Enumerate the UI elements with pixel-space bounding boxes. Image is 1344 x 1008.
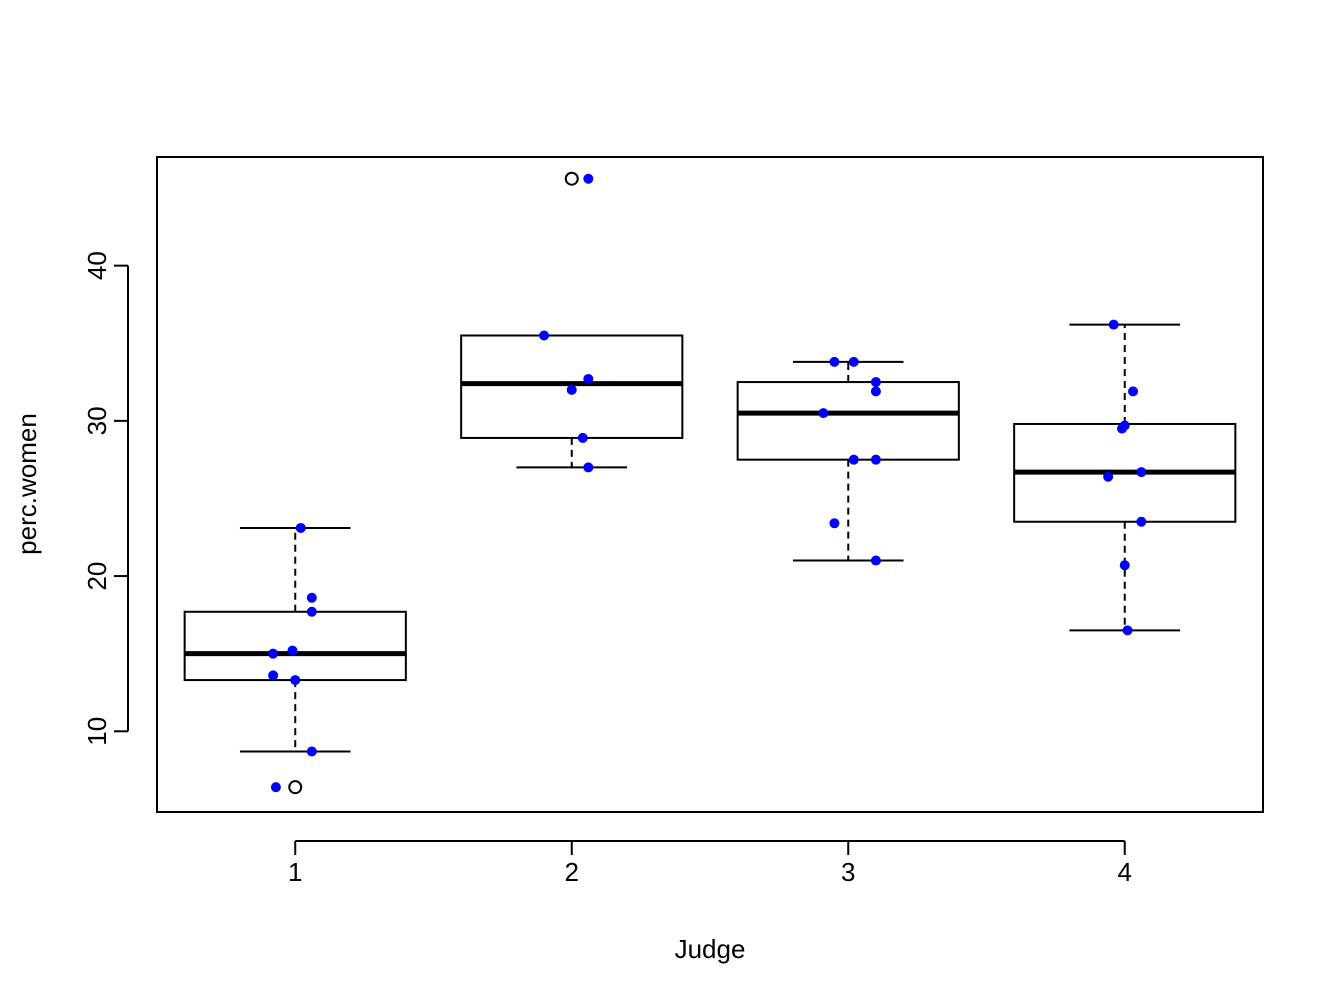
data-point: [1116, 423, 1127, 434]
data-point: [1103, 471, 1114, 482]
data-point: [287, 645, 298, 656]
y-tick-label: 10: [82, 717, 112, 746]
data-point: [566, 384, 577, 395]
data-point: [848, 454, 859, 465]
x-tick-label: 3: [841, 857, 855, 887]
data-point: [870, 386, 881, 397]
points: [268, 173, 1147, 793]
data-point: [306, 746, 317, 757]
boxes: [183, 171, 1237, 795]
data-point: [1128, 386, 1139, 397]
data-point: [268, 670, 279, 681]
data-point: [870, 377, 881, 388]
box-group-2: [460, 171, 684, 469]
data-point: [829, 518, 840, 529]
x-tick-label: 1: [288, 857, 302, 887]
data-point: [268, 648, 279, 659]
data-point: [306, 592, 317, 603]
data-point: [577, 432, 588, 443]
box-group-1: [183, 526, 407, 795]
data-point: [870, 555, 881, 566]
data-point: [829, 356, 840, 367]
x-tick-label: 2: [565, 857, 579, 887]
iqr-box: [736, 381, 960, 461]
plot-frame: [156, 156, 1264, 813]
y-tick-label: 40: [82, 251, 112, 280]
data-point: [1119, 560, 1130, 571]
data-point: [848, 356, 859, 367]
data-point: [1136, 516, 1147, 527]
data-point: [583, 373, 594, 384]
outlier-point: [288, 780, 303, 795]
y-axis-title: perc.women: [12, 413, 42, 555]
data-point: [1108, 319, 1119, 330]
data-point: [1122, 625, 1133, 636]
data-point: [818, 408, 829, 419]
y-tick-label: 20: [82, 562, 112, 591]
x-tick-label: 4: [1118, 857, 1132, 887]
data-point: [306, 606, 317, 617]
data-point: [539, 330, 550, 341]
x-axis-title: Judge: [675, 934, 746, 964]
iqr-box: [183, 610, 407, 682]
data-point: [583, 173, 594, 184]
box-group-3: [736, 360, 960, 562]
data-point: [583, 462, 594, 473]
y-tick-label: 30: [82, 406, 112, 435]
data-point: [1136, 467, 1147, 478]
y-axis: 10 20 30 40: [82, 251, 129, 746]
data-point: [290, 675, 301, 686]
outlier-point: [564, 171, 579, 186]
box-group-4: [1013, 323, 1237, 632]
data-point: [870, 454, 881, 465]
data-point: [270, 782, 281, 793]
x-axis: 1 2 3 4: [288, 840, 1132, 887]
data-point: [295, 522, 306, 533]
